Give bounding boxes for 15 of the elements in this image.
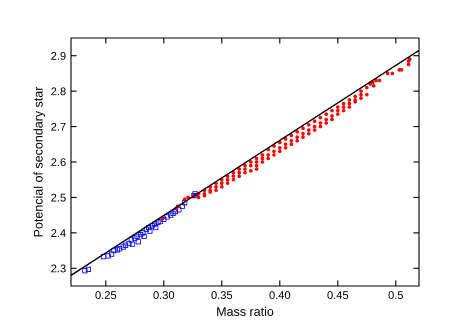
y-tick-label: 2.4 — [51, 229, 66, 237]
x-tick-label: 0.5 — [388, 291, 404, 300]
x-axis-title: Mass ratio — [217, 306, 274, 316]
x-tick-label: 0.35 — [211, 291, 232, 300]
x-tick-label: 0.30 — [153, 291, 174, 300]
x-tick-label: 0.25 — [95, 291, 116, 300]
y-tick-label: 2.8 — [51, 87, 66, 96]
y-axis-title: Potencial of secondary star — [33, 86, 46, 236]
y-tick-label: 2.9 — [51, 52, 66, 60]
y-tick-label: 2.6 — [51, 158, 66, 166]
y-tick-label: 2.3 — [51, 264, 66, 272]
y-tick-label: 2.5 — [51, 194, 66, 202]
x-tick-label: 0.40 — [269, 291, 290, 300]
x-tick-label: 0.45 — [327, 291, 348, 300]
y-tick-label: 2.7 — [51, 122, 66, 131]
